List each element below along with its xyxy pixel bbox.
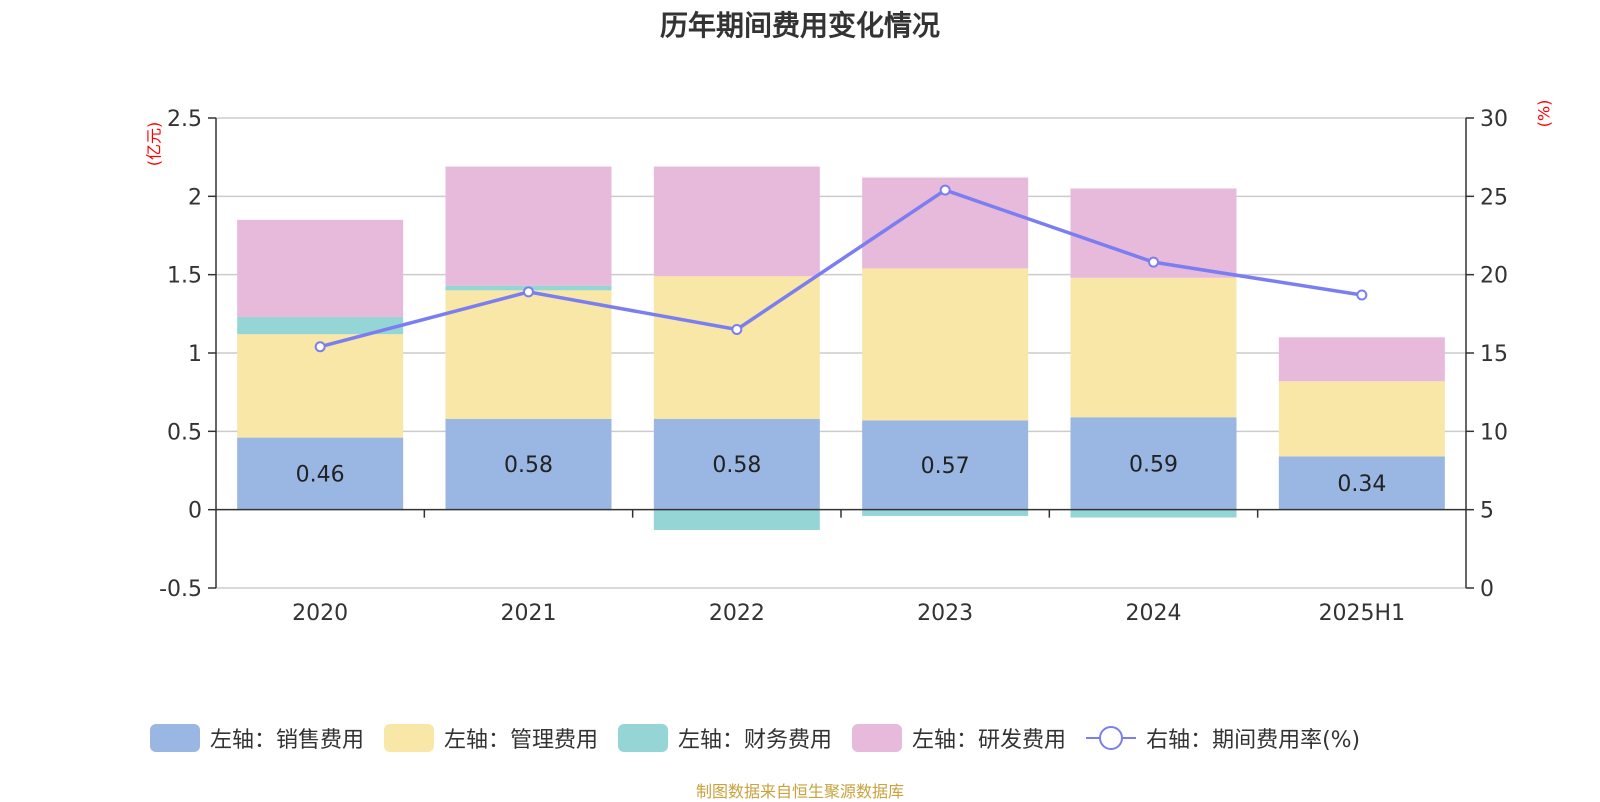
bar-rd [445,166,612,286]
right-tick-label: 10 [1480,420,1508,445]
category-label: 2024 [1126,601,1182,626]
left-tick-label: 2.5 [167,107,202,132]
bar-rd [237,219,404,317]
bar-sales [237,437,404,510]
bar-finance [862,509,1029,516]
bar-sales [1070,417,1237,510]
right-tick-label: 30 [1480,107,1508,132]
legend-swatch-rd [852,724,903,752]
rate-point [1148,256,1159,268]
legend-item-admin[interactable]: 左轴：管理费用 [384,722,598,754]
bar-sales [862,420,1029,510]
legend-swatch-admin [384,724,435,752]
category-label: 2022 [709,601,765,626]
legend-item-finance[interactable]: 左轴：财务费用 [618,722,832,754]
legend-label-admin: 左轴：管理费用 [444,728,599,753]
bar-finance [237,316,404,335]
bar-admin [1070,277,1237,418]
legend-swatch-sales [150,724,200,752]
right-tick-label: 0 [1480,577,1494,602]
bar-sales [445,418,612,510]
legend-swatch-finance [618,724,669,752]
rate-point [731,324,743,335]
legend-item-rd[interactable]: 左轴：研发费用 [852,722,1066,754]
chart-title: 历年期间费用变化情况 [659,9,940,42]
category-label: 2021 [501,601,557,626]
legend-item-rate[interactable]: 右轴：期间费用率(%) [1086,722,1360,754]
rate-point [1356,289,1368,301]
data-source-note: 制图数据来自恒生聚源数据库 [695,782,904,801]
left-tick-label: 1.5 [167,264,202,289]
rate-point [939,184,951,196]
right-tick-label: 15 [1480,342,1508,367]
legend-label-finance: 左轴：财务费用 [678,728,833,753]
left-tick-label: 2 [188,185,202,210]
legend-item-sales[interactable]: 左轴：销售费用 [150,722,364,754]
legend-label-sales: 左轴：销售费用 [210,728,365,753]
bar-admin [445,290,612,419]
bar-sales [653,418,820,510]
left-tick-label: 1 [188,342,202,367]
sales-data-label: 0.46 [296,463,345,488]
sales-data-label: 0.57 [921,454,970,479]
bar-rd [1278,337,1445,382]
bar-admin [1278,381,1445,457]
chart-legend: 左轴：销售费用 左轴：管理费用 左轴：财务费用 左轴：研发费用 右轴：期间费用率… [150,720,1380,756]
right-tick-label: 25 [1480,185,1508,210]
rate-point [523,286,534,298]
category-label: 2025H1 [1319,601,1406,626]
right-tick-label: 20 [1480,264,1508,289]
sales-data-label: 0.59 [1129,452,1178,477]
bar-rd [653,166,820,277]
left-tick-label: 0.5 [167,420,202,445]
bar-sales [1278,456,1445,510]
right-tick-label: 5 [1480,499,1494,524]
bar-finance [1070,509,1237,518]
sales-data-label: 0.58 [712,453,761,478]
chart-plot: -0.5 0 0.5 1 1.5 2 2.5 0 5 10 15 20 25 30 2020 2021 2022… [159,107,1508,626]
rate-line [319,188,1363,349]
bar-admin [862,268,1029,421]
sales-data-label: 0.58 [504,453,553,478]
left-tick-label: -0.5 [159,577,202,602]
bar-finance [653,509,820,531]
sales-data-label: 0.34 [1337,472,1386,497]
bar-admin [653,276,820,419]
legend-label-rate: 右轴：期间费用率(%) [1146,728,1361,753]
legend-line-icon [1086,724,1137,752]
category-label: 2020 [292,601,348,626]
legend-label-rd: 左轴：研发费用 [912,728,1067,753]
category-label: 2023 [917,601,973,626]
left-tick-label: 0 [188,499,202,524]
rate-point [314,341,326,353]
